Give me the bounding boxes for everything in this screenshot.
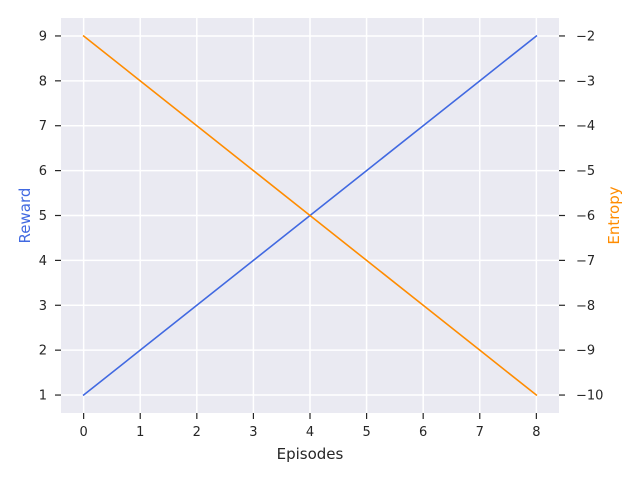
right-y-tick-label-2: −8	[576, 299, 595, 314]
left-y-tick-label-6: 7	[39, 119, 47, 134]
right-y-tick-label-3: −7	[576, 254, 595, 269]
left-y-tick-label-5: 6	[39, 164, 47, 179]
series-lines	[82, 34, 538, 397]
x-tick-label-0: 0	[79, 425, 87, 440]
right-y-tick-label-0: −10	[576, 389, 603, 404]
right-y-tick-label-6: −4	[576, 119, 595, 134]
right-y-tick-label-1: −9	[576, 344, 595, 359]
x-tick-label-3: 3	[249, 425, 257, 440]
x-tick-label-4: 4	[306, 425, 314, 440]
x-tick-label-6: 6	[419, 425, 427, 440]
left-y-tick-label-1: 2	[39, 344, 47, 359]
x-axis-ticks: 0 1 2 3 4 5 6 7 8	[79, 413, 541, 440]
x-tick-label-7: 7	[476, 425, 484, 440]
left-y-tick-label-0: 1	[39, 389, 47, 404]
left-y-axis-title: Reward	[16, 188, 34, 244]
right-y-tick-label-8: −2	[576, 29, 595, 44]
right-y-axis-title: Entropy	[605, 186, 623, 244]
right-y-axis-ticks: −10 −9 −8 −7 −6 −5 −4 −3 −2	[559, 29, 603, 404]
left-y-tick-label-7: 8	[39, 74, 47, 89]
x-tick-label-5: 5	[362, 425, 370, 440]
x-axis-title: Episodes	[277, 445, 344, 463]
left-y-tick-label-3: 4	[39, 254, 47, 269]
right-y-tick-label-5: −5	[576, 164, 595, 179]
left-y-tick-label-8: 9	[39, 29, 47, 44]
left-y-tick-label-4: 5	[39, 209, 47, 224]
x-tick-label-2: 2	[193, 425, 201, 440]
right-y-tick-label-7: −3	[576, 74, 595, 89]
entropy-series-line	[82, 34, 538, 397]
left-y-tick-label-2: 3	[39, 299, 47, 314]
x-tick-label-1: 1	[136, 425, 144, 440]
x-tick-label-8: 8	[532, 425, 540, 440]
right-y-tick-label-4: −6	[576, 209, 595, 224]
left-y-axis-ticks: 1 2 3 4 5 6 7 8 9	[39, 29, 61, 404]
